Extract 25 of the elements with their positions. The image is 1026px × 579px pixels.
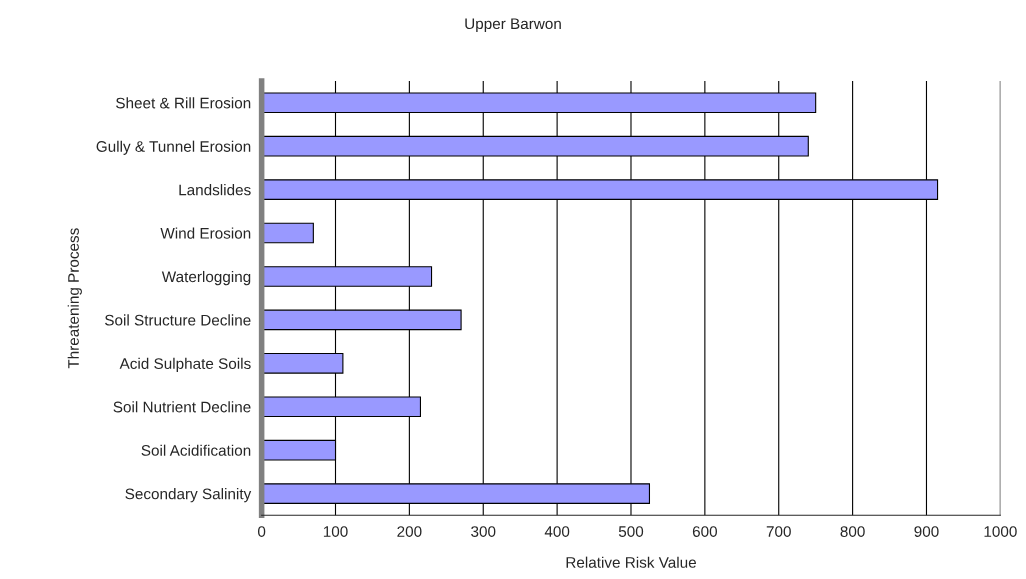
y-tick-label: Landslides — [179, 184, 251, 196]
chart-title: Upper Barwon — [465, 18, 561, 33]
y-axis-title: Threatening Process — [67, 228, 82, 369]
x-tick-label: 600 — [692, 526, 718, 537]
y-tick-label: Soil Acidification — [141, 444, 251, 456]
y-tick-label: Acid Sulphate Soils — [119, 357, 251, 373]
x-tick-label: 900 — [914, 526, 939, 537]
x-tick-label: 500 — [618, 526, 644, 537]
y-tick-label: Wind Erosion — [160, 227, 251, 239]
y-tick-label: Soil Structure Decline — [105, 314, 251, 326]
y-tick-label: Waterlogging — [161, 270, 251, 286]
x-axis-title: Relative Risk Value — [566, 556, 696, 568]
y-tick-label: Gully & Tunnel Erosion — [96, 140, 251, 155]
x-tick-label: 1000 — [984, 526, 1017, 537]
x-tick-label: 700 — [766, 526, 791, 537]
x-tick-label: 400 — [544, 526, 570, 537]
bar — [261, 222, 314, 244]
x-tick-label: 0 — [257, 526, 266, 537]
y-tick-label: Soil Nutrient Decline — [113, 401, 251, 413]
x-tick-label: 300 — [471, 526, 496, 537]
x-tick-label: 100 — [323, 526, 348, 537]
y-tick-label: Sheet & Rill Erosion — [116, 97, 251, 109]
y-tick-label: Secondary Salinity — [125, 488, 252, 503]
x-tick-label: 800 — [840, 526, 865, 537]
x-tick-label: 200 — [397, 526, 422, 537]
